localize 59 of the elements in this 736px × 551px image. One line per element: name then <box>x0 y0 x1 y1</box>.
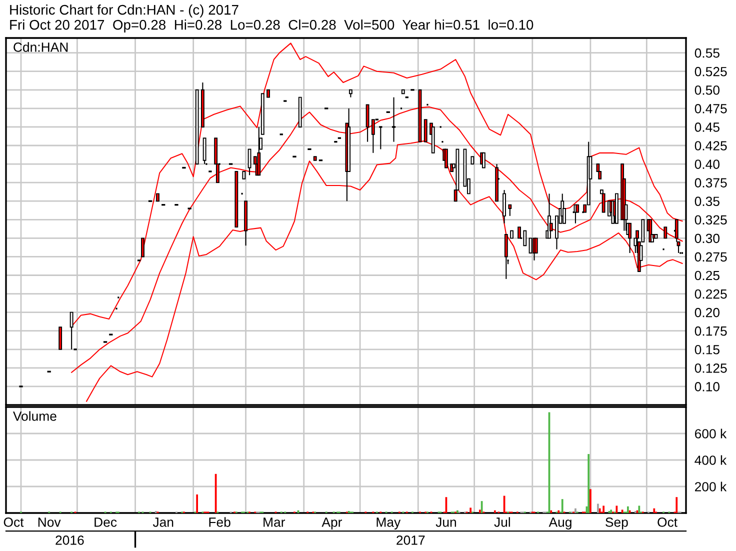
annotation: Cdn:HAN <box>14 42 68 52</box>
candlestick <box>664 226 668 239</box>
x-tick-label: Jan <box>152 518 174 527</box>
x-tick-label: Mar <box>264 518 286 527</box>
y-tick-label: 0.35 <box>694 196 720 206</box>
candlestick <box>482 152 486 168</box>
y-tick-label: 0.475 <box>694 104 727 114</box>
y-tick-label: 0.10 <box>694 382 720 392</box>
y-tick-label: 400 k <box>694 455 727 465</box>
chart-title: Historic Chart for Cdn:HAN - (c) 2017 <box>10 4 238 18</box>
x2-tick-label: 2016 <box>56 536 84 545</box>
candlestick <box>518 226 521 239</box>
y-tick-label: 0.45 <box>694 122 720 132</box>
chart-subtitle: Fri Oct 20 2017 Op=0.28 Hi=0.28 Lo=0.28 Cl=0.28 Vol=500 Year hi=0.51 lo=0.10 <box>10 20 534 32</box>
y-tick-label: 0.20 <box>694 308 720 318</box>
x-tick-label: Jun <box>436 518 456 527</box>
candlestick <box>391 96 396 142</box>
candlestick <box>502 189 506 224</box>
y-tick-label: 0.125 <box>694 363 727 373</box>
y-tick-label: 0.55 <box>694 48 720 58</box>
y-tick-label: 0.525 <box>694 66 727 76</box>
y-tick-label: 0.275 <box>694 252 727 262</box>
candlestick <box>676 241 680 254</box>
x-tick-label: May <box>376 518 401 530</box>
y-tick-label: 0.425 <box>694 141 727 150</box>
x-tick-label: Nov <box>38 518 61 527</box>
candlestick <box>602 193 606 213</box>
x-tick-label: Oct <box>4 518 24 527</box>
y-tick-label: 0.225 <box>694 289 727 299</box>
candlestick <box>528 238 532 254</box>
x-tick-label: Apr <box>322 518 342 530</box>
y-tick-label: 0.25 <box>694 270 720 280</box>
line-series <box>71 42 683 327</box>
x-tick-label: Sep <box>606 518 628 530</box>
y-tick-label: 0.15 <box>694 344 720 354</box>
y-tick-label: 0.175 <box>694 326 727 336</box>
y-tick-label: 0.30 <box>694 234 720 244</box>
x-tick-label: Feb <box>209 517 230 527</box>
y-tick-label: 0.375 <box>694 178 727 188</box>
candlestick <box>444 148 448 168</box>
candlestick <box>70 312 74 350</box>
x-tick-label: Jul <box>494 517 510 527</box>
y-tick-label: 0.50 <box>694 85 720 95</box>
candlestick <box>523 230 527 246</box>
y-tick-label: 600 k <box>695 428 727 438</box>
y-tick-label: 0.40 <box>694 160 720 169</box>
candlestick <box>202 138 206 165</box>
candlestick <box>371 119 375 154</box>
candlestick <box>628 222 632 254</box>
x-tick-label: Oct <box>658 518 678 527</box>
candlestick <box>141 238 144 258</box>
x2-tick-label: 2017 <box>396 536 425 545</box>
candlestick <box>58 326 62 350</box>
x-tick-label: Aug <box>548 518 572 530</box>
annotation: Volume <box>13 411 56 421</box>
candlestick <box>508 204 512 216</box>
y-tick-label: 0.325 <box>694 215 727 225</box>
x-tick-label: Dec <box>94 518 117 527</box>
y-tick-label: 200 k <box>694 482 727 492</box>
